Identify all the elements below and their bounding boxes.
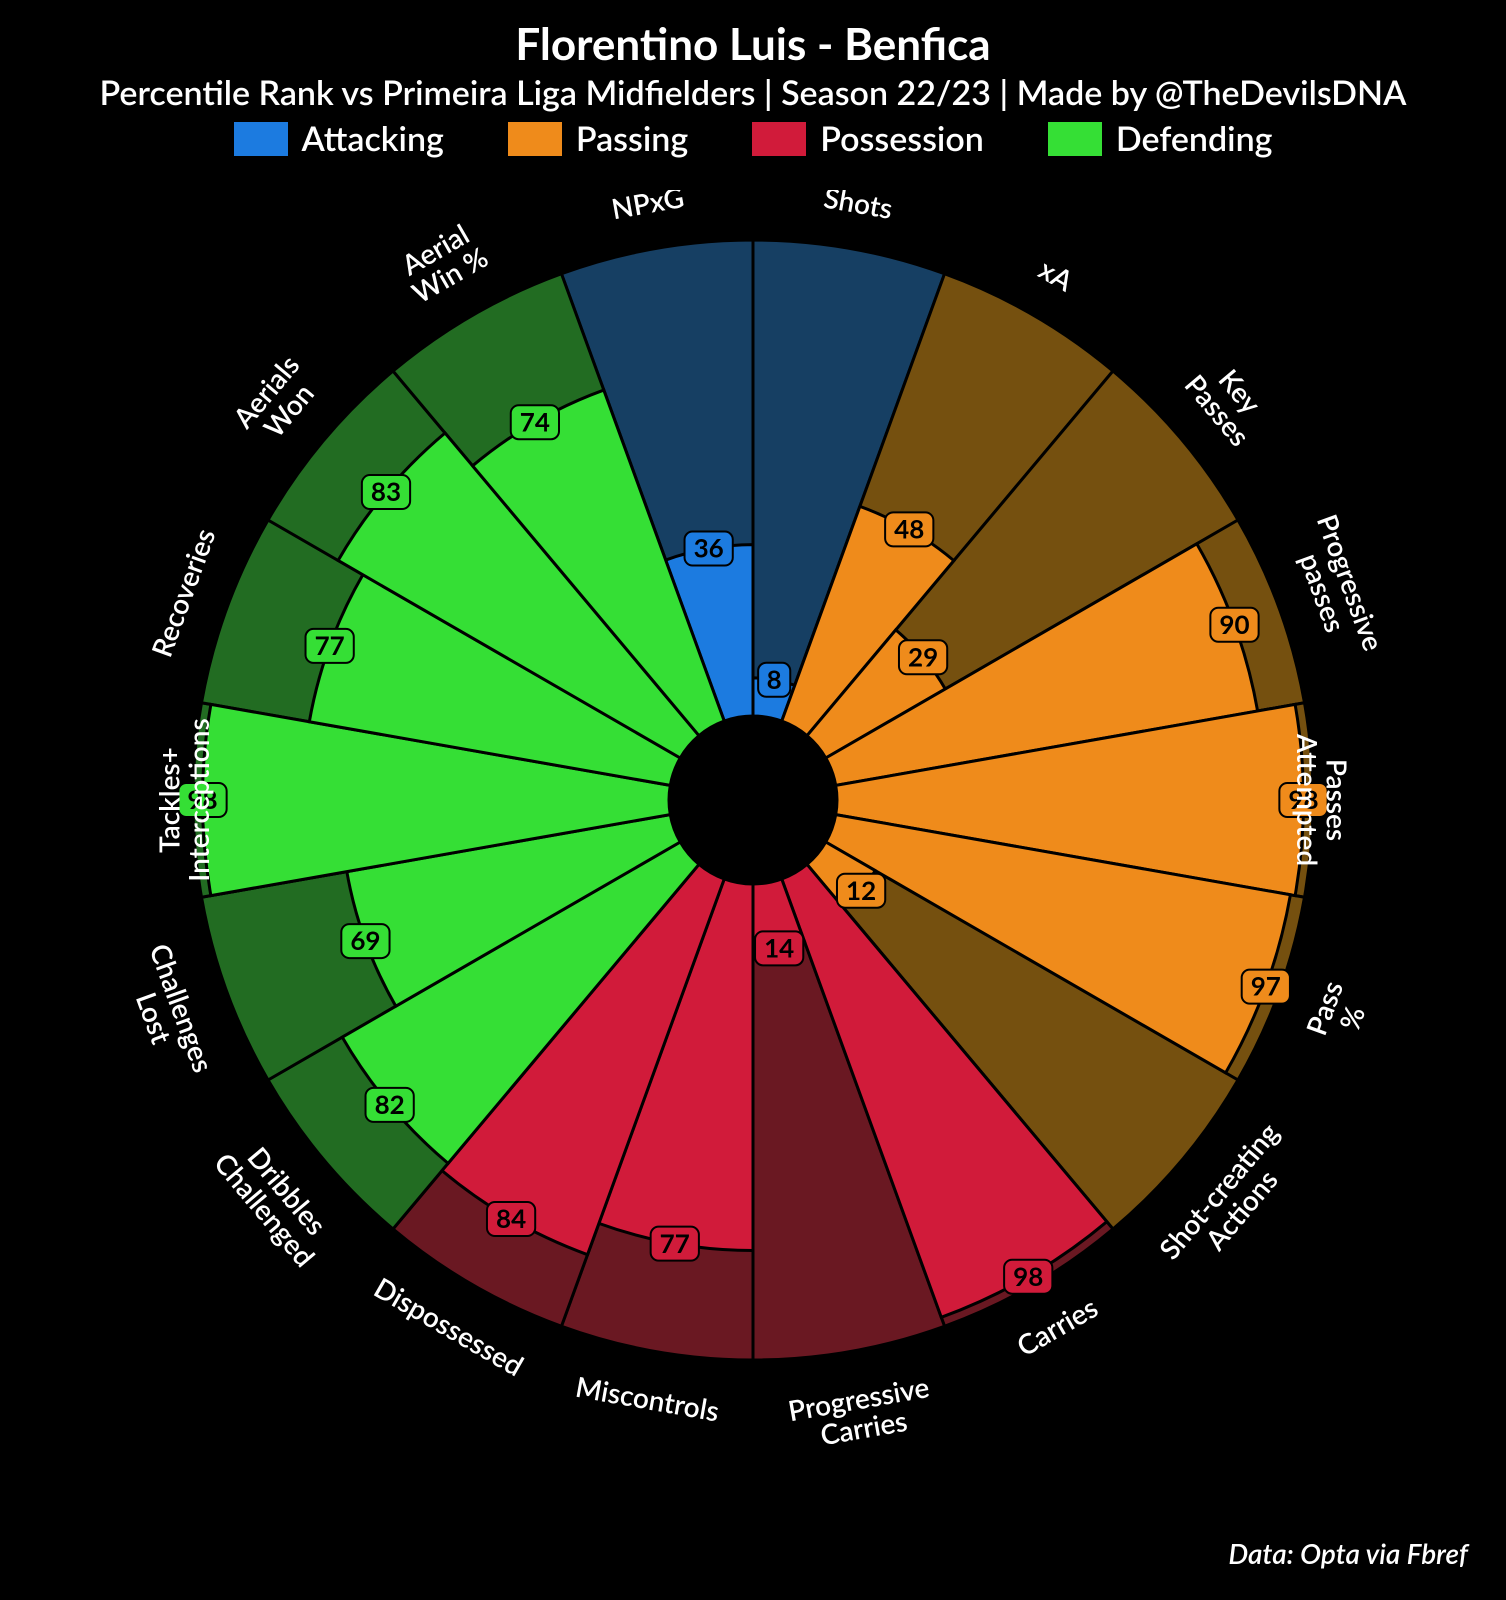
metric-label-line: Recoveries bbox=[144, 524, 222, 661]
value-badge-text: 97 bbox=[1251, 970, 1281, 1002]
value-badge-text: 77 bbox=[315, 629, 345, 661]
legend-swatch bbox=[1048, 122, 1102, 156]
center-hole bbox=[669, 716, 837, 884]
value-badge-text: 8 bbox=[767, 663, 782, 695]
metric-label: Shots bbox=[822, 190, 896, 225]
value-badge-text: 90 bbox=[1219, 608, 1249, 640]
legend-item: Passing bbox=[508, 118, 688, 159]
metric-label: AerialWin % bbox=[391, 214, 493, 310]
metric-label-line: Attempted bbox=[1291, 733, 1325, 866]
metric-label: Carries bbox=[1010, 1289, 1103, 1362]
legend: Attacking Passing Possession Defending bbox=[0, 118, 1506, 159]
metric-label: Progressivepasses bbox=[1283, 510, 1391, 666]
legend-label: Possession bbox=[820, 118, 984, 159]
value-badge-text: 69 bbox=[350, 924, 380, 956]
metric-label: ProgressiveCarries bbox=[785, 1369, 936, 1456]
legend-item: Possession bbox=[752, 118, 984, 159]
metric-label-line: Miscontrols bbox=[573, 1369, 722, 1428]
metric-label: Pass% bbox=[1298, 976, 1376, 1050]
value-badge-text: 82 bbox=[375, 1088, 405, 1120]
metric-label-line: xA bbox=[1033, 251, 1080, 298]
legend-label: Passing bbox=[576, 118, 688, 159]
metric-label: ChallengesLost bbox=[116, 939, 221, 1087]
legend-item: Attacking bbox=[234, 118, 444, 159]
metric-label: xA bbox=[1033, 251, 1080, 298]
chart-container: Florentino Luis - Benfica Percentile Ran… bbox=[0, 0, 1506, 1600]
value-badge-text: 29 bbox=[908, 640, 938, 672]
value-badge-text: 36 bbox=[694, 532, 724, 564]
metric-label: Tackles+Interceptions bbox=[151, 718, 214, 881]
legend-label: Attacking bbox=[302, 118, 444, 159]
value-badge-text: 48 bbox=[894, 512, 924, 544]
metric-label-line: Shots bbox=[822, 190, 896, 225]
metric-label: PassesAttempted bbox=[1291, 733, 1354, 866]
legend-item: Defending bbox=[1048, 118, 1273, 159]
legend-swatch bbox=[234, 122, 288, 156]
legend-label: Defending bbox=[1116, 118, 1273, 159]
value-badge-text: 14 bbox=[764, 931, 794, 963]
value-badge-text: 12 bbox=[846, 874, 876, 906]
value-badge-text: 84 bbox=[496, 1202, 526, 1234]
value-badge-text: 98 bbox=[1013, 1260, 1043, 1292]
metric-label: AerialsWon bbox=[225, 348, 328, 454]
metric-label: NPxG bbox=[609, 190, 687, 225]
chart-title: Florentino Luis - Benfica bbox=[0, 18, 1506, 70]
polar-chart: 36848299098971298147784826998778374NPxGS… bbox=[53, 190, 1453, 1490]
value-badge-text: 77 bbox=[660, 1227, 690, 1259]
legend-swatch bbox=[752, 122, 806, 156]
legend-swatch bbox=[508, 122, 562, 156]
metric-label-line: NPxG bbox=[609, 190, 687, 225]
metric-label-line: Interceptions bbox=[181, 718, 215, 881]
metric-label-line: % bbox=[1332, 1001, 1372, 1034]
metric-label: Miscontrols bbox=[573, 1369, 722, 1428]
metric-label: KeyPasses bbox=[1179, 348, 1280, 452]
metric-label: Recoveries bbox=[144, 524, 222, 661]
chart-subtitle: Percentile Rank vs Primeira Liga Midfiel… bbox=[0, 72, 1506, 113]
metric-label-line: Carries bbox=[1010, 1289, 1103, 1362]
value-badge-text: 74 bbox=[520, 405, 550, 437]
data-credit: Data: Opta via Fbref bbox=[1228, 1536, 1468, 1570]
value-badge-text: 83 bbox=[371, 475, 401, 507]
